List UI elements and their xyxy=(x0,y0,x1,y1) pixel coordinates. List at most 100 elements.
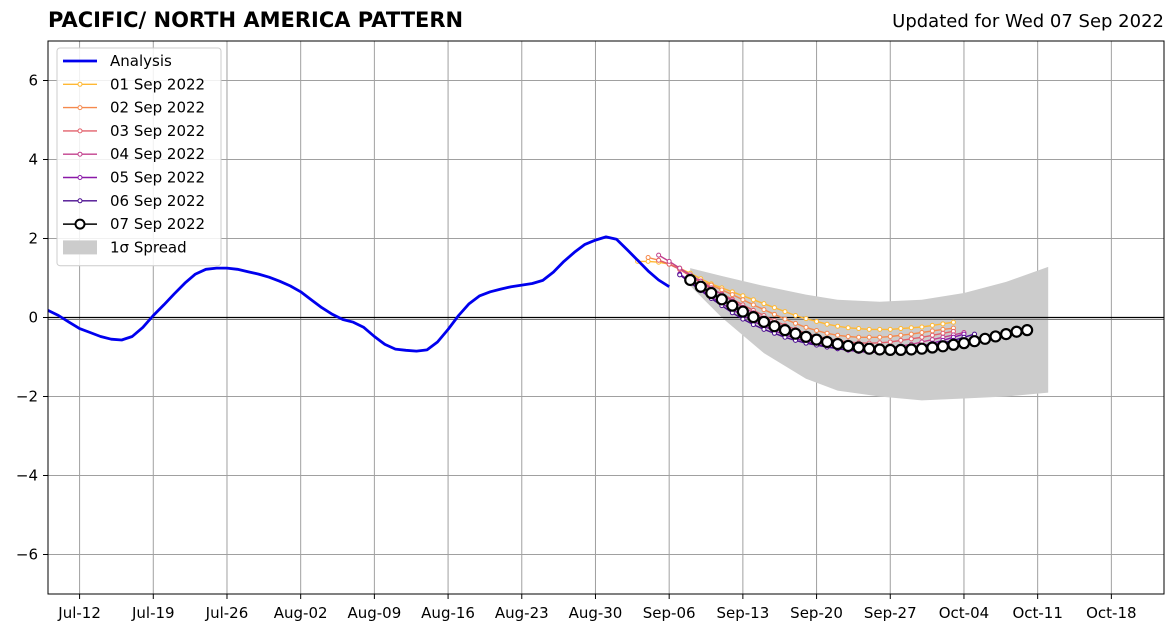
y-tick-label: 6 xyxy=(28,72,38,90)
legend-label: 1σ Spread xyxy=(110,238,187,256)
x-tick-label: Aug-02 xyxy=(274,604,328,622)
legend-label: 07 Sep 2022 xyxy=(110,215,205,233)
current-forecast-point xyxy=(1021,324,1034,337)
forecast-point xyxy=(666,258,672,264)
forecast-point xyxy=(740,297,746,303)
y-tick-label: 0 xyxy=(28,309,38,327)
legend-box xyxy=(56,47,222,267)
forecast-point xyxy=(803,324,809,330)
x-tick-label: Aug-23 xyxy=(495,604,549,622)
current-forecast-point xyxy=(778,324,792,337)
current-forecast-point xyxy=(873,343,886,356)
current-forecast-point xyxy=(957,337,971,350)
forecast-point xyxy=(793,313,799,319)
legend-label: 01 Sep 2022 xyxy=(110,75,205,93)
legend-spread-swatch xyxy=(63,240,97,255)
x-tick-label: Jul-19 xyxy=(131,604,175,622)
x-tick-label: Oct-04 xyxy=(939,604,989,622)
current-forecast-point xyxy=(715,293,728,306)
current-forecast-point xyxy=(842,339,855,353)
x-tick-label: Jul-26 xyxy=(205,604,249,622)
tick-labels-layer: Jul-12 Jul-19 Jul-26 Aug-02 Aug-09 Aug-16 Aug-… xyxy=(16,72,1137,623)
forecast-point xyxy=(908,331,914,337)
legend-forecast-marker xyxy=(77,175,83,180)
x-tick-label: Jul-12 xyxy=(57,604,101,622)
analysis-line xyxy=(47,235,670,353)
forecast-point xyxy=(877,326,883,332)
current-forecast-point xyxy=(747,311,760,324)
forecast-point xyxy=(908,325,914,331)
forecast-point xyxy=(656,252,662,258)
current-forecast-point xyxy=(894,343,907,356)
legend-label: 04 Sep 2022 xyxy=(110,145,205,163)
forecast-point xyxy=(835,323,841,329)
x-tick-label: Oct-11 xyxy=(1012,604,1062,622)
current-forecast-point xyxy=(999,327,1013,341)
chart-title: PACIFIC/ NORTH AMERICA PATTERN xyxy=(48,8,464,32)
forecast-point xyxy=(845,325,851,331)
forecast-point xyxy=(771,305,777,311)
forecast-point xyxy=(929,322,935,328)
x-tick-label: Aug-09 xyxy=(347,604,401,622)
current-forecast-point xyxy=(757,315,771,328)
forecast-point xyxy=(887,333,893,339)
forecast-point xyxy=(866,334,872,340)
legend-label: 06 Sep 2022 xyxy=(110,192,205,210)
forecast-point xyxy=(887,339,893,345)
current-forecast-point xyxy=(852,341,865,354)
forecast-point xyxy=(761,326,767,332)
y-tick-label: −6 xyxy=(16,546,38,564)
forecast-point xyxy=(940,326,946,332)
x-tick-label: Aug-30 xyxy=(569,604,623,622)
legend-forecast-marker xyxy=(77,128,83,134)
current-forecast-point xyxy=(915,342,928,355)
current-forecast-point xyxy=(726,299,739,312)
forecast-point xyxy=(919,330,925,336)
forecast-point xyxy=(803,316,809,322)
current-forecast-point xyxy=(736,305,749,318)
y-tick-label: 2 xyxy=(28,230,38,248)
forecast-point xyxy=(814,318,820,324)
legend: Analysis 01 Sep 2022 02 Sep 2022 03 Sep 202… xyxy=(56,47,222,267)
zero-line-layer xyxy=(48,316,1164,320)
current-forecast-point xyxy=(1010,325,1023,338)
forecast-point xyxy=(940,330,946,336)
chart-subtitle: Updated for Wed 07 Sep 2022 xyxy=(892,11,1164,32)
y-tick-label: −4 xyxy=(16,467,38,485)
forecast-point xyxy=(845,333,851,339)
forecast-point xyxy=(919,334,925,340)
forecast-point xyxy=(761,301,767,307)
current-forecast-point xyxy=(684,273,697,287)
legend-label: 02 Sep 2022 xyxy=(110,99,205,117)
forecast-point xyxy=(929,332,935,338)
y-tick-label: −2 xyxy=(16,388,38,406)
x-tick-label: Sep-27 xyxy=(864,604,917,622)
spread-band xyxy=(690,266,1049,401)
forecast-point xyxy=(856,334,862,340)
current-forecast-point xyxy=(789,327,802,340)
spread-layer xyxy=(690,266,1049,401)
legend-forecast-marker xyxy=(77,151,83,157)
forecast-point xyxy=(677,272,683,278)
legend-forecast-marker xyxy=(77,105,83,111)
current-forecast-point xyxy=(799,330,813,343)
legend-forecast-marker xyxy=(77,198,83,204)
current-forecast-point xyxy=(820,335,834,349)
current-forecast-point xyxy=(863,342,876,355)
x-tick-label: Sep-06 xyxy=(643,604,696,622)
current-forecast-point xyxy=(978,332,992,345)
forecast-point xyxy=(719,287,725,293)
forecast-point xyxy=(898,337,904,343)
forecast-point xyxy=(866,326,872,332)
legend-current-marker xyxy=(74,218,86,230)
forecast-point xyxy=(793,320,799,326)
forecast-point xyxy=(824,330,830,336)
legend-label: 05 Sep 2022 xyxy=(110,169,205,187)
forecast-point xyxy=(729,292,735,298)
current-forecast-point xyxy=(947,338,960,351)
forecast-point xyxy=(656,257,662,263)
forecast-point xyxy=(750,297,756,303)
legend-label: Analysis xyxy=(110,52,172,70)
forecast-point xyxy=(740,293,746,299)
